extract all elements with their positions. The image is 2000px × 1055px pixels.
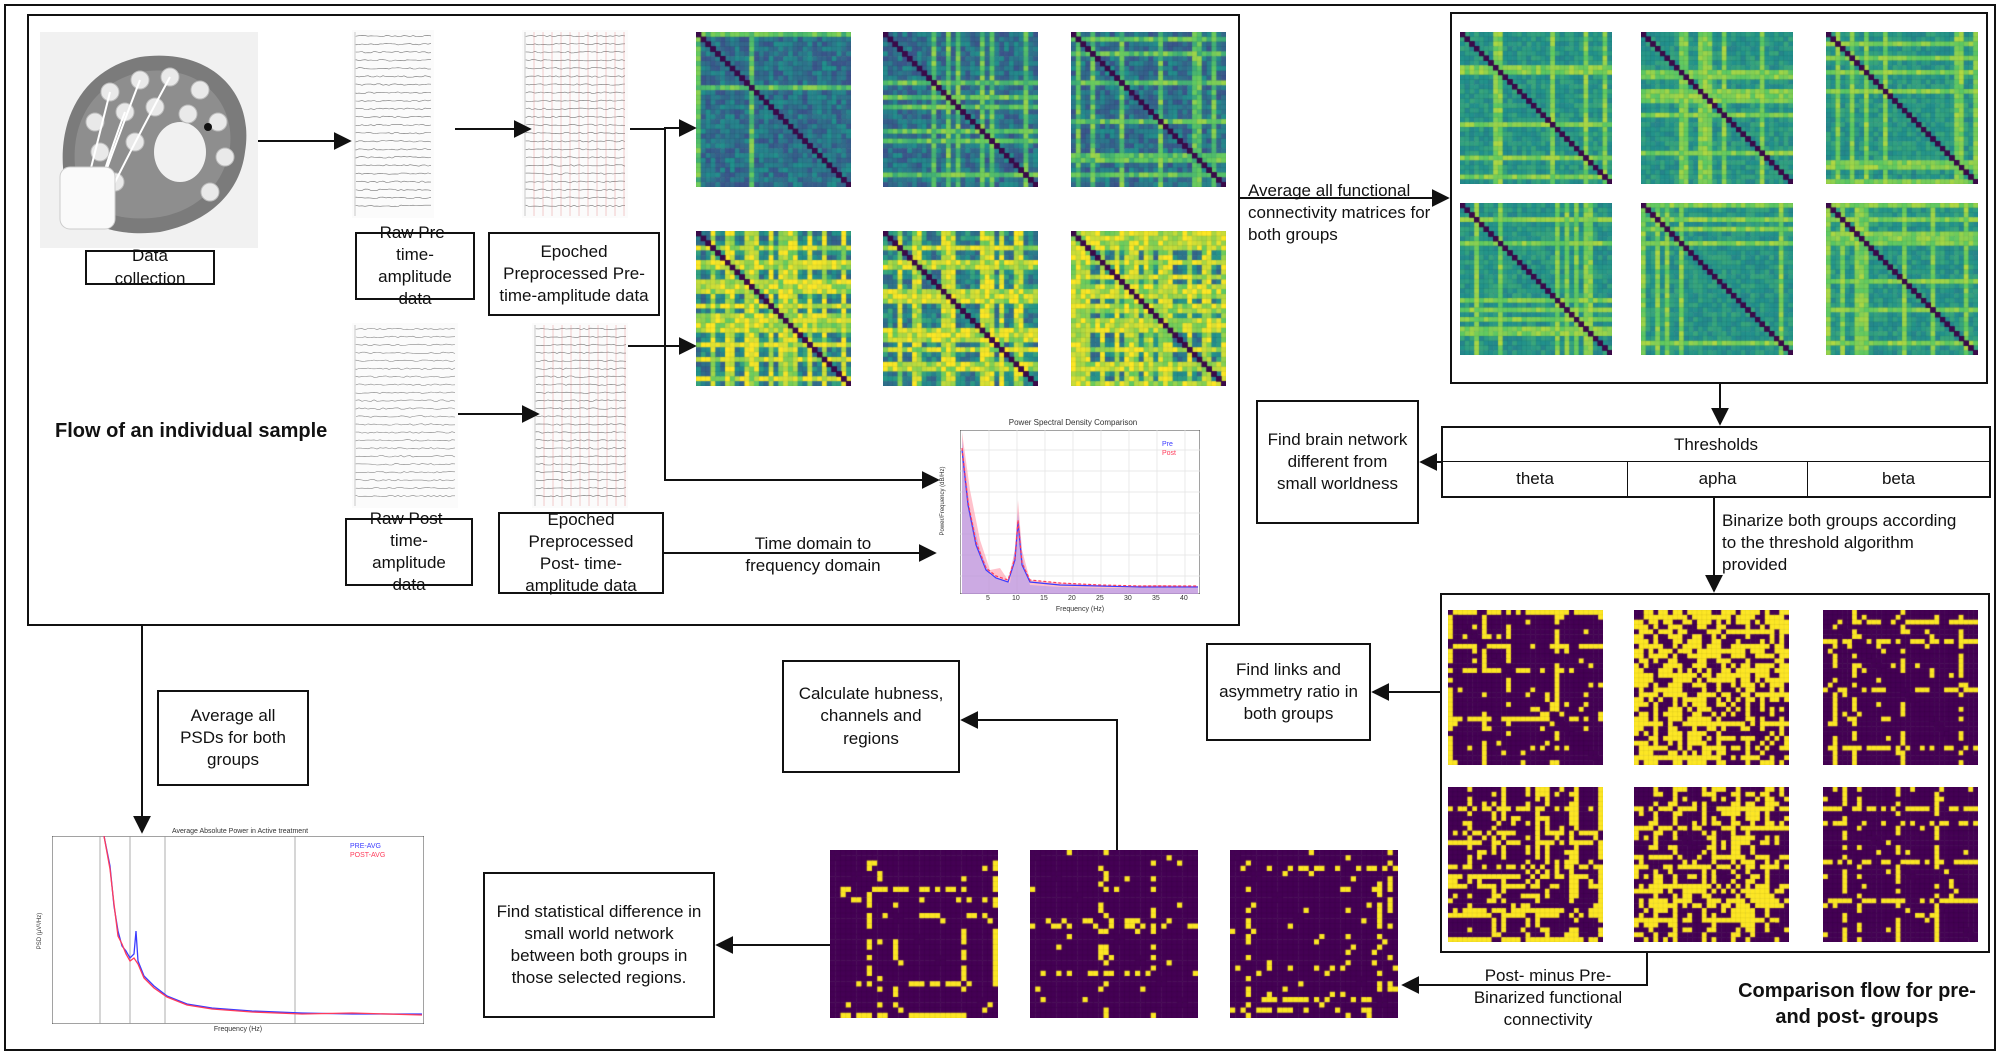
- post-minus-pre-label: Post- minus Pre- Binarized functional co…: [1473, 966, 1623, 1030]
- averaged-matrix-3: [1826, 32, 1978, 189]
- averaged-matrix-6: [1826, 203, 1978, 360]
- psd-legend-pre: Pre: [1162, 441, 1173, 448]
- averaged-matrix-1: [1460, 32, 1612, 189]
- avg-chart-plot: [52, 836, 424, 1024]
- psd-xtick: 15: [1040, 595, 1048, 602]
- flow-individual-label: Flow of an individual sample: [55, 420, 328, 442]
- connectivity-matrix-post-3: [1071, 231, 1226, 391]
- averaged-matrix-4: [1460, 203, 1612, 360]
- difference-matrix-1: [830, 850, 998, 1023]
- binarized-matrix-3: [1823, 610, 1978, 770]
- threshold-beta: beta: [1881, 469, 1916, 488]
- connectivity-matrix-post-1: [696, 231, 851, 391]
- binarized-matrix-2: [1634, 610, 1789, 770]
- psd-comparison-chart: Power Spectral Density Comparison Power/…: [940, 418, 1206, 618]
- connectivity-matrix-pre-1: [696, 32, 851, 192]
- connectivity-matrix-pre-2: [883, 32, 1038, 192]
- avg-legend-pre: PRE-AVG: [350, 843, 381, 850]
- average-psds-label: Average all PSDs for both groups: [157, 690, 309, 786]
- psd-xtick: 40: [1180, 595, 1188, 602]
- raw-post-signal: [352, 323, 458, 508]
- psd-pre-line: [961, 449, 1198, 588]
- avg-chart-xlabel: Frequency (Hz): [213, 1026, 263, 1033]
- epoched-post-signal: [532, 323, 628, 508]
- averaged-matrices-frame: [1450, 12, 1988, 384]
- thresholds-table: Thresholds theta apha beta: [1441, 426, 1991, 498]
- individual-sample-frame: [27, 14, 1240, 626]
- connectivity-matrix-pre-3: [1071, 32, 1226, 192]
- raw-pre-signal: [352, 30, 434, 218]
- eeg-cap-image: [40, 32, 258, 248]
- avg-legend-post: POST-AVG: [350, 852, 386, 859]
- outer-frame: [4, 4, 1996, 1051]
- thresholds-title: Thresholds: [1443, 428, 1989, 462]
- avg-chart-legend: PRE-AVG POST-AVG: [350, 842, 385, 860]
- binarized-matrix-4: [1448, 787, 1603, 947]
- avg-chart-title: Average Absolute Power in Active treatme…: [171, 828, 309, 835]
- connectivity-matrix-post-2: [883, 231, 1038, 391]
- psd-xtick: 25: [1096, 595, 1104, 602]
- avg-post-line: [103, 836, 423, 1016]
- raw-post-label: Raw Post- time-amplitude data: [345, 509, 473, 594]
- psd-legend-post: Post: [1162, 450, 1177, 457]
- find-links-label: Find links and asymmetry ratio in both g…: [1206, 643, 1371, 741]
- averaged-matrix-5: [1641, 203, 1793, 360]
- threshold-alpha: apha: [1628, 462, 1808, 496]
- psd-post-line: [961, 447, 1198, 587]
- psd-chart-xlabel: Frequency (Hz): [1055, 606, 1105, 613]
- calculate-hubness-label: Calculate hubness, channels and regions: [782, 660, 960, 773]
- epoched-pre-label: Epoched Preprocessed Pre- time-amplitude…: [488, 232, 660, 316]
- psd-chart-title: Power Spectral Density Comparison: [1008, 418, 1138, 427]
- psd-chart-legend: Pre Post: [1162, 440, 1176, 458]
- psd-xtick: 30: [1124, 595, 1132, 602]
- psd-xtick: 5: [986, 595, 990, 602]
- binarize-label: Binarize both groups according to the th…: [1722, 511, 1957, 575]
- average-matrices-label: Average all functional connectivity matr…: [1248, 181, 1431, 245]
- binarized-matrix-5: [1634, 787, 1789, 947]
- comparison-flow-label: Comparison flow for pre- and post- group…: [1738, 980, 1976, 1028]
- psd-xtick: 35: [1152, 595, 1160, 602]
- epoched-pre-signal: [522, 30, 628, 218]
- time-to-frequency-label: Time domain to frequency domain: [745, 534, 881, 576]
- psd-x-ticks: 5 10 15 20 25 30 35 40: [960, 595, 1200, 604]
- threshold-theta: theta: [1443, 462, 1628, 496]
- averaged-matrix-2: [1641, 32, 1793, 189]
- psd-xtick: 20: [1068, 595, 1076, 602]
- data-collection-label: Data collection: [85, 246, 215, 288]
- difference-matrix-2: [1030, 850, 1198, 1023]
- epoched-post-label: Epoched Preprocessed Post- time-amplitud…: [498, 510, 664, 595]
- find-statistical-label: Find statistical difference in small wor…: [483, 872, 715, 1018]
- psd-xtick: 10: [1012, 595, 1020, 602]
- average-power-chart: Average Absolute Power in Active treatme…: [30, 828, 430, 1038]
- psd-chart-plot: [960, 430, 1200, 594]
- difference-matrix-3: [1230, 850, 1398, 1023]
- find-brain-network-label: Find brain network different from small …: [1256, 400, 1419, 524]
- binarized-matrix-1: [1448, 610, 1603, 770]
- binarized-matrix-6: [1823, 787, 1978, 947]
- binarized-matrices-frame: [1440, 593, 1990, 953]
